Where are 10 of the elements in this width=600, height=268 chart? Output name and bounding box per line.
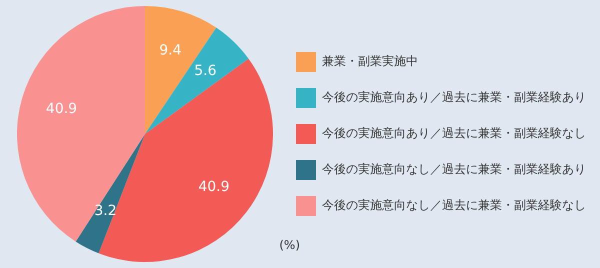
data-label: 9.4	[159, 42, 182, 58]
legend-label: 今後の実施意向あり／過去に兼業・副業経験あり	[322, 90, 586, 104]
data-label: 40.9	[46, 101, 78, 118]
data-label: 40.9	[198, 178, 230, 195]
legend-label: 今後の実施意向なし／過去に兼業・副業経験あり	[322, 162, 586, 176]
legend-label: 兼業・副業実施中	[322, 54, 418, 68]
text: (%)	[279, 238, 300, 252]
legend-label: 今後の実施意向あり／過去に兼業・副業経験なし	[322, 126, 586, 140]
data-label: 5.6	[194, 62, 217, 79]
legend-label: 今後の実施意向なし／過去に兼業・副業経験なし	[322, 198, 586, 212]
